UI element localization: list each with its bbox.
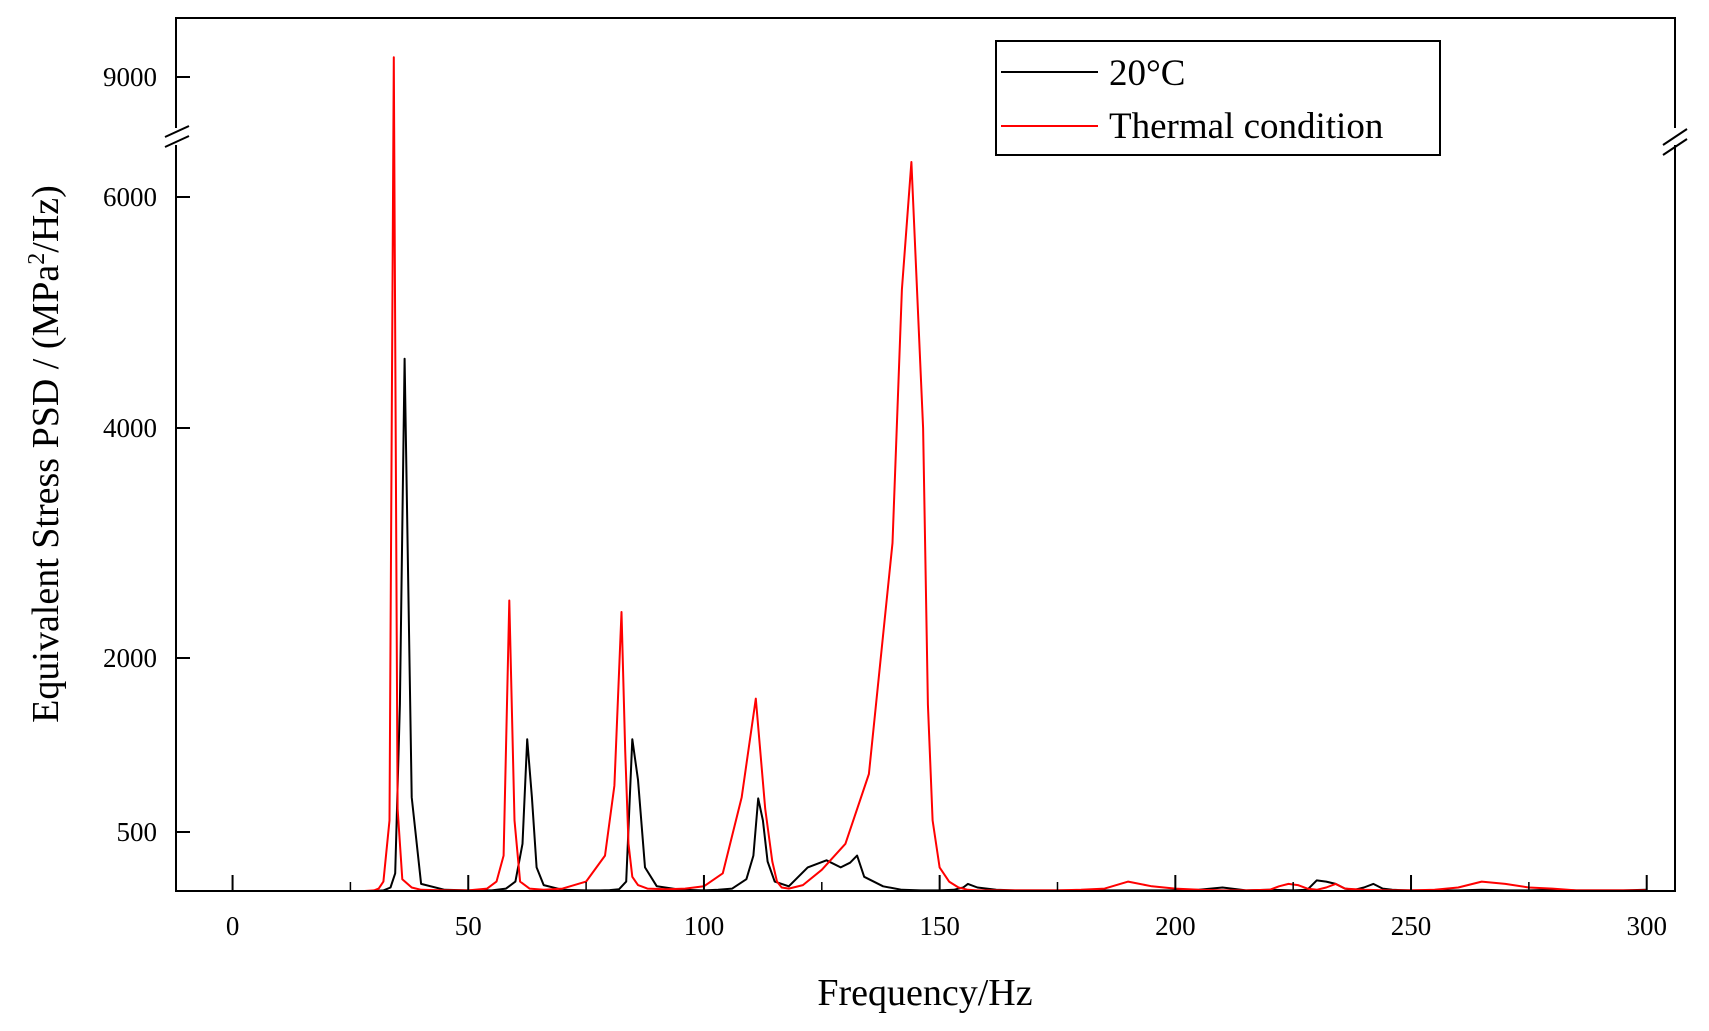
x-tick-label: 300: [1626, 911, 1667, 941]
x-axis-ticks: 0 50 100 150 200 250 300: [226, 875, 1667, 941]
y-tick-label: 500: [117, 817, 158, 847]
legend-label-20c: 20°C: [1109, 53, 1185, 94]
x-tick-label: 100: [684, 911, 725, 941]
y-tick-label: 6000: [103, 182, 157, 212]
y-tick-label: 2000: [103, 643, 157, 673]
legend: 20°C Thermal condition: [995, 40, 1441, 156]
series-line-0: [242, 357, 1647, 892]
x-tick-label: 250: [1391, 911, 1432, 941]
x-axis-title: Frequency/Hz: [817, 972, 1032, 1014]
series-layer: [242, 56, 1647, 892]
x-tick-label: 200: [1155, 911, 1196, 941]
plot-frame: [175, 17, 1676, 892]
x-tick-label: 0: [226, 911, 240, 941]
y-tick-label: 4000: [103, 413, 157, 443]
legend-box: [995, 40, 1441, 156]
series-line-1: [242, 56, 1647, 892]
x-tick-label: 50: [455, 911, 482, 941]
y-axis-title-sup: 2: [24, 253, 50, 265]
y-axis-break-left: [164, 125, 190, 148]
x-tick-label: 150: [919, 911, 960, 941]
y-axis-title-main: Equivalent Stress PSD / (MPa: [25, 265, 67, 723]
y-axis-ticks: 500 2000 4000 6000 9000: [103, 62, 190, 847]
y-axis-title-end: /Hz): [25, 185, 67, 253]
y-tick-label: 9000: [103, 62, 157, 92]
legend-label-thermal: Thermal condition: [1109, 106, 1383, 147]
y-axis-break-right: [1662, 128, 1688, 156]
y-axis-title: Equivalent Stress PSD / (MPa2/Hz): [24, 185, 67, 723]
